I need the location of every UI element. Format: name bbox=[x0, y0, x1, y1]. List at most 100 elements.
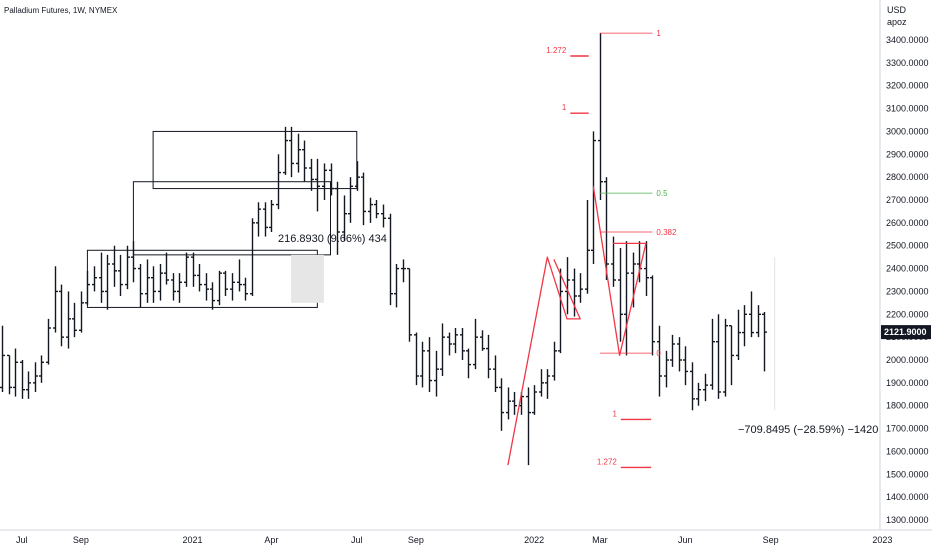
time-tick-label: 2022 bbox=[524, 535, 544, 545]
measure-down-label: −709.8495 (−28.59%) −1420 bbox=[738, 424, 878, 436]
ohlc-bar bbox=[131, 241, 136, 283]
price-tick-label: 1300.0000 bbox=[886, 515, 929, 525]
ohlc-bar bbox=[729, 325, 734, 386]
ohlc-bar bbox=[618, 248, 623, 342]
ohlc-bar bbox=[499, 378, 504, 431]
ohlc-bar bbox=[329, 163, 334, 196]
ohlc-bar bbox=[394, 264, 399, 308]
price-bars bbox=[0, 33, 767, 466]
ohlc-bar bbox=[427, 337, 432, 392]
last-price-value: 2121.9000 bbox=[884, 327, 927, 337]
ohlc-bar bbox=[85, 270, 90, 306]
price-tick-label: 1900.0000 bbox=[886, 378, 929, 388]
price-tick-label: 3300.0000 bbox=[886, 58, 929, 68]
ohlc-bar bbox=[39, 355, 44, 383]
price-tick-label: 2900.0000 bbox=[886, 149, 929, 159]
ohlc-bar bbox=[650, 275, 655, 356]
price-tick-label: 2800.0000 bbox=[886, 172, 929, 182]
price-tick-label: 2300.0000 bbox=[886, 286, 929, 296]
time-tick-label: Sep bbox=[73, 535, 89, 545]
fib-level-label: 0 bbox=[656, 349, 661, 358]
price-tick-label: 1600.0000 bbox=[886, 446, 929, 456]
ohlc-bar bbox=[184, 252, 189, 287]
ohlc-bar bbox=[742, 305, 747, 347]
price-tick-label: 2400.0000 bbox=[886, 264, 929, 274]
fib-extension-label: 1 bbox=[562, 103, 567, 112]
ohlc-bar bbox=[710, 318, 715, 390]
ohlc-bar bbox=[92, 266, 97, 292]
ohlc-bar bbox=[703, 373, 708, 402]
fib-level-label: 1 bbox=[656, 29, 661, 38]
ohlc-bar bbox=[138, 264, 143, 308]
ohlc-bar bbox=[440, 323, 445, 376]
ohlc-bar bbox=[125, 245, 130, 290]
ohlc-bar bbox=[598, 33, 603, 200]
ohlc-bar bbox=[447, 332, 452, 356]
ohlc-bar bbox=[59, 284, 64, 347]
ohlc-bar bbox=[191, 252, 196, 287]
ohlc-bar bbox=[256, 202, 261, 237]
range-box bbox=[132, 181, 331, 256]
ohlc-bar bbox=[237, 259, 242, 292]
ohlc-bar bbox=[414, 332, 419, 386]
ohlc-bar bbox=[171, 273, 176, 301]
fib-extension-label: 1.272 bbox=[597, 457, 618, 466]
ohlc-bar bbox=[105, 254, 110, 310]
ohlc-bar bbox=[243, 277, 248, 301]
ohlc-bar bbox=[604, 177, 609, 280]
ohlc-bar bbox=[355, 161, 360, 191]
ohlc-bar bbox=[276, 154, 281, 210]
time-axis[interactable]: Jul Sep 2021 Apr Jul Sep 2022 Mar Jun Sep 2023 bbox=[16, 535, 892, 545]
ohlc-bar bbox=[460, 328, 465, 360]
ohlc-bar bbox=[756, 305, 761, 338]
price-tick-label: 2000.0000 bbox=[886, 355, 929, 365]
ohlc-bar bbox=[565, 257, 570, 315]
ohlc-bar bbox=[558, 268, 563, 354]
ohlc-bar bbox=[112, 245, 117, 287]
ohlc-bar bbox=[348, 177, 353, 223]
ohlc-bar bbox=[762, 312, 767, 372]
ohlc-bar bbox=[473, 318, 478, 370]
ohlc-bar bbox=[309, 158, 314, 191]
ohlc-bar bbox=[99, 252, 104, 303]
ohlc-bar bbox=[197, 264, 202, 292]
scale-mode-label[interactable]: apoz bbox=[887, 17, 907, 27]
ohlc-bar bbox=[381, 204, 386, 228]
ohlc-bar bbox=[230, 273, 235, 301]
ohlc-bar bbox=[13, 348, 18, 397]
ohlc-bar bbox=[315, 158, 320, 212]
ohlc-bar bbox=[33, 362, 38, 392]
ohlc-bar bbox=[723, 318, 728, 397]
time-tick-label: 2021 bbox=[183, 535, 203, 545]
ohlc-bar bbox=[26, 371, 31, 399]
time-tick-label: Jun bbox=[678, 535, 693, 545]
fib-level-label: 0.382 bbox=[656, 228, 677, 237]
price-tick-label: 2500.0000 bbox=[886, 241, 929, 251]
time-tick-label: Apr bbox=[264, 535, 278, 545]
ohlc-bar bbox=[453, 328, 458, 354]
chart-title: Palladium Futures, 1W, NYMEX bbox=[4, 6, 118, 15]
ohlc-bar bbox=[466, 348, 471, 379]
ohlc-bar bbox=[53, 266, 58, 333]
ohlc-bar bbox=[512, 392, 517, 415]
zigzag-line bbox=[592, 186, 647, 357]
ohlc-bar bbox=[79, 291, 84, 333]
price-tick-label: 2600.0000 bbox=[886, 218, 929, 228]
fib-extension-label: 1.272 bbox=[546, 46, 567, 55]
fib-level-label: 0.5 bbox=[656, 189, 668, 198]
ohlc-bar bbox=[480, 330, 485, 351]
ohlc-bar bbox=[552, 341, 557, 381]
ohlc-bar bbox=[585, 200, 590, 294]
ohlc-bar bbox=[302, 140, 307, 182]
ohlc-bar bbox=[72, 302, 77, 338]
price-axis[interactable]: 3400.0000 3300.0000 3200.0000 3100.0000 3000… bbox=[886, 35, 929, 525]
ohlc-bar bbox=[0, 325, 5, 392]
ohlc-bar bbox=[283, 126, 288, 175]
ohlc-bar bbox=[420, 341, 425, 388]
ohlc-bar bbox=[716, 314, 721, 399]
zigzag-drawings bbox=[507, 186, 647, 466]
measure-shaded-box bbox=[291, 254, 324, 303]
ohlc-bar bbox=[296, 133, 301, 173]
